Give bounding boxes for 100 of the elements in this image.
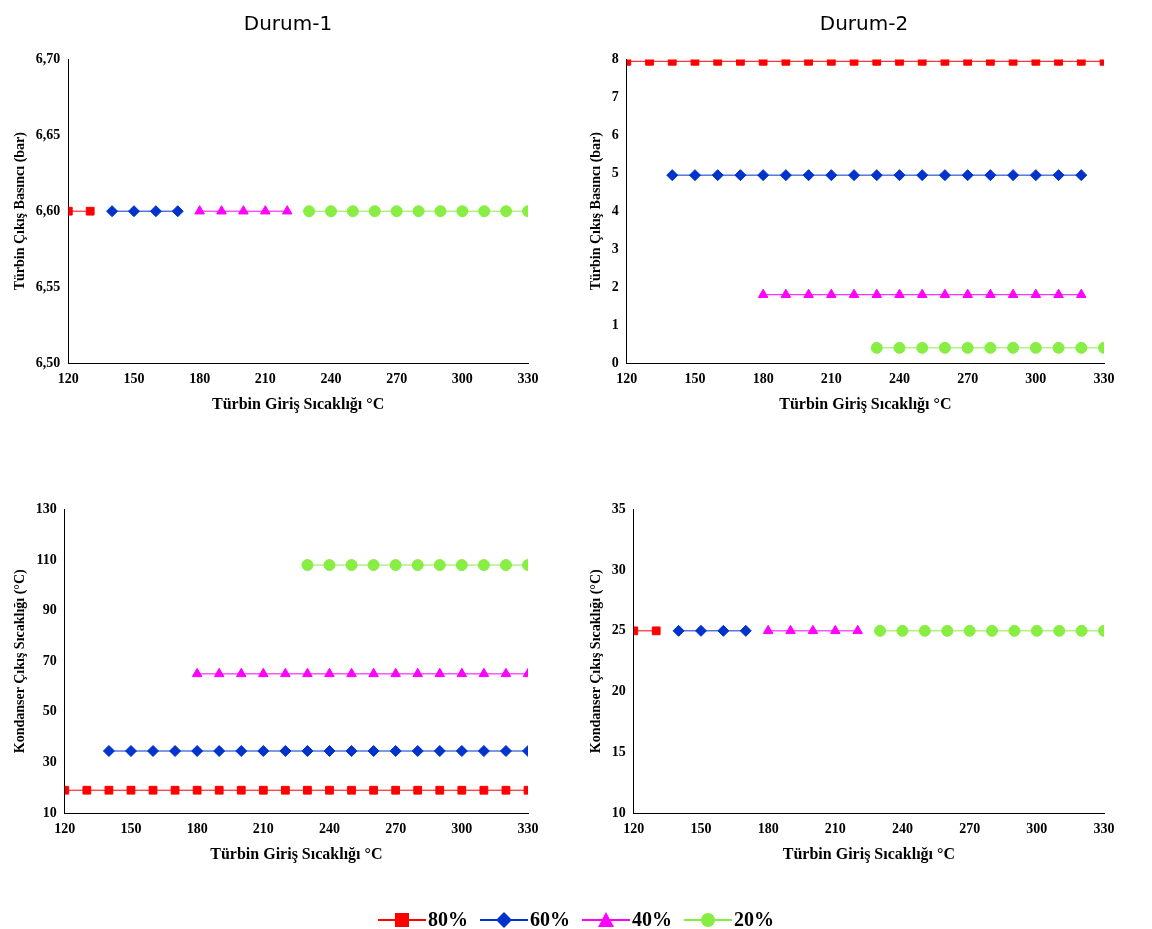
y-tick-label: 35 [611,501,626,517]
x-tick-label: 270 [959,821,981,837]
point [1029,341,1042,354]
point [433,559,446,572]
point [411,745,424,758]
point [170,785,180,795]
y-axis-title: Türbin Çıkış Basıncı (bar) [12,131,29,291]
point [916,169,929,182]
point [871,288,883,298]
point [367,745,380,758]
point [325,785,334,795]
x-tick-label: 120 [54,821,76,837]
point [258,785,268,795]
point [324,667,335,678]
x-tick-label: 240 [888,371,910,387]
x-tick-label: 180 [186,821,208,837]
point [916,288,928,298]
point [235,667,247,678]
point [825,169,838,182]
point [985,59,995,66]
point [1052,169,1065,182]
x-tick-label: 120 [57,371,79,387]
point [413,785,423,795]
point [191,667,203,678]
point [345,559,358,572]
x-tick-label: 210 [252,821,274,837]
y-tick-label: 6 [611,126,619,142]
x-axis-title: Türbin Giriş Sıcaklığı °C [779,394,952,413]
y-tick-label: 5 [611,164,619,180]
y-tick-label: 30 [42,754,57,770]
point [848,169,861,182]
point [940,59,950,66]
y-tick-label: 6,55 [35,278,61,294]
x-tick-label: 180 [752,371,774,387]
point [455,745,468,758]
point [191,745,204,758]
point [323,745,336,758]
x-tick-label: 180 [757,821,779,837]
point [939,288,951,298]
point [826,59,836,66]
point [235,745,248,758]
point [894,288,905,298]
point [872,59,882,66]
point [302,667,313,678]
x-tick-label: 330 [517,371,539,387]
x-tick-label: 150 [120,821,142,837]
x-axis-title: Türbin Giriş Sıcaklığı °C [210,844,383,863]
y-tick-label: 6,70 [35,51,61,67]
point [802,169,815,182]
point [258,667,269,678]
point [500,667,512,678]
point [938,341,951,354]
x-tick-label: 270 [957,371,979,387]
point [301,745,314,758]
legend-label: 40% [632,908,672,929]
point [192,785,202,795]
point [347,785,356,795]
y-tick-label: 8 [611,51,619,67]
x-tick-label: 300 [451,371,473,387]
point [916,341,929,354]
point [985,288,996,298]
x-tick-label: 300 [1025,371,1047,387]
y-tick-label: 25 [611,622,626,638]
point [711,169,724,182]
x-tick-label: 330 [517,821,539,837]
point [477,745,490,758]
point [369,785,378,795]
point [713,59,723,66]
x-tick-label: 240 [891,821,913,837]
y-tick-label: 3 [611,240,619,256]
point [477,559,490,572]
point [126,785,136,795]
point [1076,59,1086,66]
point [666,169,679,182]
point [455,559,468,572]
y-axis-title: Kondanser Çıkış Sıcaklığı (°C) [12,568,29,754]
point [893,341,906,354]
point [690,59,700,66]
legend-label: 20% [734,908,774,929]
point [734,169,747,182]
x-tick-label: 210 [820,371,842,387]
y-tick-label: 10 [42,804,57,820]
point [1008,59,1018,66]
y-tick-label: 0 [611,354,619,370]
point [102,745,115,758]
point [963,59,973,66]
x-axis-title: Türbin Giriş Sıcaklığı °C [782,844,956,863]
y-tick-label: 20 [611,683,626,699]
x-axis-title: Türbin Giriş Sıcaklığı °C [212,394,385,413]
y-tick-label: 6,50 [35,354,61,370]
point [917,59,927,66]
x-tick-label: 240 [318,821,340,837]
point [479,785,489,795]
point [984,169,997,182]
point [736,59,745,66]
point [961,169,974,182]
y-tick-label: 50 [42,703,57,719]
y-tick-label: 6,65 [35,126,61,142]
y-tick-label: 1 [611,316,619,332]
point [433,745,446,758]
